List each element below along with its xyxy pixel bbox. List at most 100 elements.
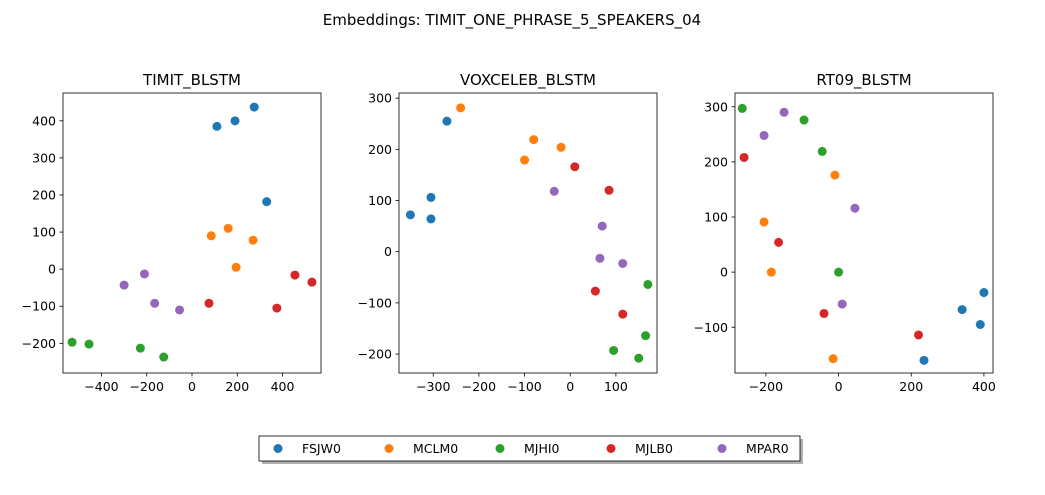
data-point: [223, 223, 233, 233]
series-fsjw0: [212, 102, 272, 207]
data-point: [442, 116, 452, 126]
data-point: [139, 269, 149, 279]
x-tick-label: 0: [188, 379, 196, 394]
data-point: [779, 107, 789, 117]
data-point: [766, 267, 776, 277]
data-point: [230, 116, 240, 126]
y-tick-label: 0: [48, 262, 56, 277]
scatter-panel: TIMIT_BLSTM −400 −200 0 200 400 −200 −100 0 100 20…: [22, 71, 322, 394]
data-point: [634, 353, 644, 363]
legend-label: MPAR0: [746, 441, 789, 456]
data-point: [248, 235, 258, 245]
legend-marker: [273, 444, 283, 453]
legend-marker: [384, 444, 394, 453]
series-mpar0: [759, 107, 860, 309]
x-tick-label: −400: [84, 379, 118, 394]
data-point: [231, 262, 241, 272]
x-tick-label: 0: [835, 379, 843, 394]
data-point: [759, 130, 769, 140]
x-tick-label: 0: [566, 379, 574, 394]
data-point: [618, 309, 628, 319]
axes-frame: [62, 92, 322, 374]
data-point: [830, 170, 840, 180]
y-tick-label: 100: [704, 210, 728, 225]
series-mpar0: [549, 186, 628, 268]
data-point: [604, 185, 614, 195]
panel-title: VOXCELEB_BLSTM: [460, 71, 596, 90]
data-point: [262, 197, 272, 207]
axes-frame: [734, 92, 994, 374]
data-point: [834, 267, 844, 277]
x-tick-label: 200: [899, 379, 923, 394]
data-point: [828, 354, 838, 364]
data-point: [914, 330, 924, 340]
y-tick-label: −100: [694, 320, 728, 335]
data-point: [641, 331, 651, 341]
legend-marker: [717, 444, 727, 453]
series-mclm0: [206, 223, 258, 272]
data-point: [272, 303, 282, 313]
series-mjhi0: [737, 103, 844, 277]
data-point: [426, 192, 436, 202]
data-point: [204, 298, 214, 308]
x-tick-label: −200: [130, 379, 164, 394]
data-point: [774, 237, 784, 247]
y-tick-label: 300: [32, 150, 56, 165]
data-point: [595, 253, 605, 263]
series-mjhi0: [609, 279, 653, 363]
y-tick-label: 200: [704, 154, 728, 169]
x-tick-label: −200: [749, 379, 783, 394]
legend: FSJW0 MCLM0 MJHI0 MJLB0 MPAR0: [258, 435, 803, 464]
x-tick-label: −300: [416, 379, 450, 394]
panel-title: RT09_BLSTM: [816, 71, 911, 90]
y-tick-label: 0: [384, 244, 392, 259]
scatter-panel: VOXCELEB_BLSTM −300 −200 −100 0 100 −200 −100 0 1…: [358, 71, 658, 394]
data-point: [975, 319, 985, 329]
y-tick-label: 100: [368, 193, 392, 208]
data-point: [799, 115, 809, 125]
data-point: [819, 308, 829, 318]
data-point: [597, 221, 607, 231]
data-point: [556, 142, 566, 152]
data-point: [150, 298, 160, 308]
series-fsjw0: [919, 288, 989, 365]
y-tick-label: 200: [368, 142, 392, 157]
data-point: [290, 270, 300, 280]
data-point: [84, 339, 94, 349]
x-tick-label: −200: [462, 379, 496, 394]
data-point: [850, 203, 860, 213]
data-point: [159, 352, 169, 362]
data-point: [249, 102, 259, 112]
legend-marker: [606, 444, 616, 453]
data-point: [529, 135, 539, 145]
series-mjlb0: [204, 270, 317, 313]
y-tick-label: −200: [22, 336, 56, 351]
data-point: [405, 210, 415, 220]
y-tick-label: 0: [720, 265, 728, 280]
data-point: [739, 152, 749, 162]
data-point: [67, 337, 77, 347]
data-point: [737, 103, 747, 113]
data-point: [609, 345, 619, 355]
scatter-panel: RT09_BLSTM −200 0 200 400 −100 0 100 200 300: [694, 71, 996, 394]
x-tick-label: 100: [604, 379, 628, 394]
data-point: [549, 186, 559, 196]
legend-label: MJHI0: [524, 441, 560, 456]
data-point: [979, 288, 989, 298]
data-point: [135, 343, 145, 353]
data-point: [957, 305, 967, 315]
y-tick-label: 200: [32, 187, 56, 202]
data-point: [212, 121, 222, 131]
data-point: [817, 146, 827, 156]
data-point: [426, 214, 436, 224]
legend-label: FSJW0: [302, 441, 341, 456]
y-tick-label: −200: [358, 347, 392, 362]
series-fsjw0: [405, 116, 452, 224]
data-point: [837, 299, 847, 309]
x-tick-label: 200: [225, 379, 249, 394]
panels: TIMIT_BLSTM −400 −200 0 200 400 −200 −100 0 100 20…: [22, 71, 996, 394]
data-point: [643, 279, 653, 289]
series-mjhi0: [67, 337, 169, 362]
y-tick-label: −100: [358, 295, 392, 310]
